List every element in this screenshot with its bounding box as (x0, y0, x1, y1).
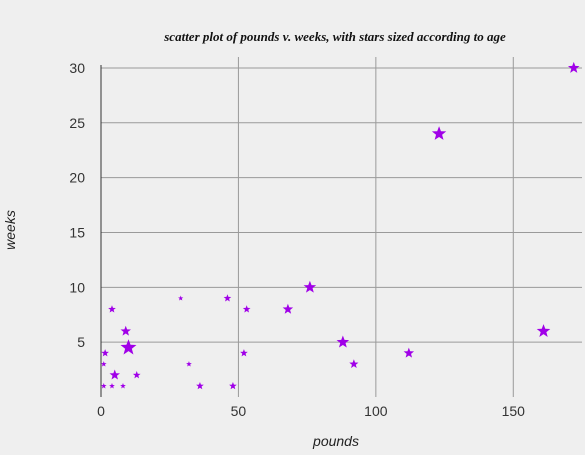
data-point-star (101, 349, 109, 357)
data-point-star (109, 383, 115, 389)
data-point-star (303, 280, 317, 293)
data-point-star (120, 383, 126, 389)
x-tick-label: 150 (502, 403, 526, 419)
data-point-star (120, 339, 137, 355)
data-points (100, 61, 580, 390)
data-point-star (108, 305, 116, 313)
y-tick-label: 30 (69, 60, 85, 76)
data-point-star (536, 324, 551, 337)
chart-title: scatter plot of pounds v. weeks, with st… (163, 29, 506, 44)
data-point-star (223, 294, 232, 302)
data-point-star (242, 305, 251, 313)
data-point-star (282, 303, 294, 314)
data-point-star (349, 359, 359, 368)
data-point-star (567, 61, 580, 73)
data-point-star (403, 347, 415, 358)
x-tick-label: 0 (97, 403, 105, 419)
data-point-star (120, 325, 131, 336)
x-axis-title: pounds (312, 433, 359, 449)
grid (101, 57, 582, 397)
data-point-star (186, 361, 192, 367)
tick-labels: 5 10 15 20 25 30 0 50 100 150 (69, 60, 525, 419)
y-tick-label: 20 (69, 170, 85, 186)
data-point-star (431, 126, 447, 140)
data-point-star (132, 371, 141, 379)
data-point-star (196, 382, 204, 390)
y-tick-label: 10 (69, 279, 85, 295)
data-point-star (240, 349, 248, 357)
data-point-star (100, 361, 107, 367)
data-point-star (178, 295, 184, 301)
y-axis-title: weeks (2, 210, 18, 250)
x-tick-label: 100 (364, 403, 388, 419)
data-point-star (229, 382, 237, 390)
y-tick-label: 25 (69, 115, 85, 131)
data-point-star (109, 369, 120, 380)
data-point-star (100, 383, 107, 389)
y-tick-label: 5 (77, 334, 85, 350)
y-tick-label: 15 (69, 224, 85, 240)
data-point-star (336, 335, 350, 348)
x-tick-label: 50 (231, 403, 247, 419)
